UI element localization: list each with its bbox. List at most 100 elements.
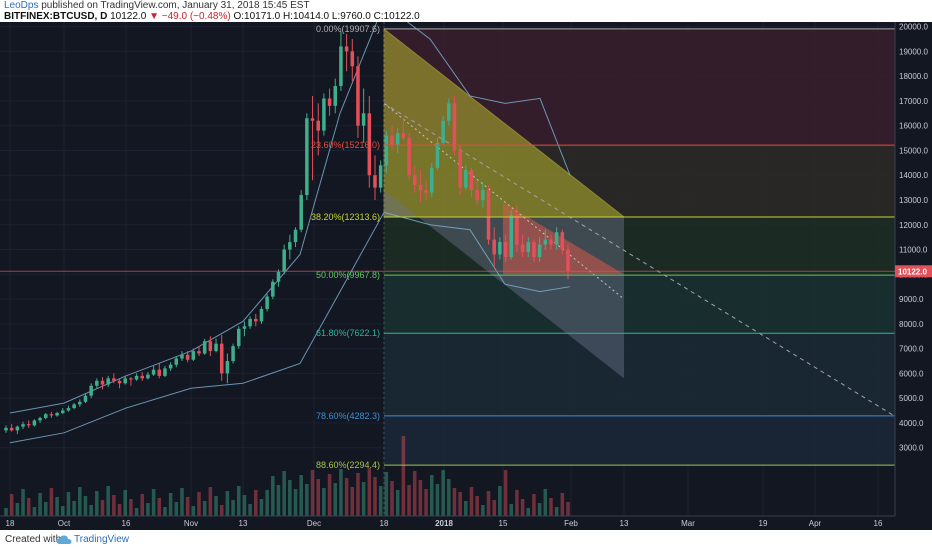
volume-bar [310, 470, 315, 516]
candle-body [9, 427, 14, 431]
price-tick-label: 17000.0 [899, 97, 928, 106]
candle-body [66, 408, 71, 411]
candle-body [469, 170, 474, 191]
candle-body [168, 364, 173, 369]
candle-body [412, 175, 417, 186]
candle-body [367, 113, 372, 176]
candle-body [356, 66, 360, 126]
candle-body [78, 401, 82, 405]
volume-bar [32, 507, 37, 516]
price-tick-label: 14000.0 [899, 171, 928, 180]
volume-bar [78, 487, 82, 516]
candle-body [61, 410, 65, 414]
price-tick-label: 6000.0 [899, 369, 924, 378]
volume-bar [344, 478, 349, 516]
volume-bar [225, 491, 230, 516]
tradingview-cloud-icon [56, 535, 72, 544]
candle-body [174, 358, 179, 365]
volume-bar [26, 498, 31, 516]
volume-bar [231, 500, 235, 516]
volume-bar [66, 492, 71, 516]
candle-body [458, 150, 462, 188]
candle-body [106, 378, 110, 385]
volume-bar [492, 500, 496, 516]
volume-bar [129, 499, 133, 516]
fib-zone [384, 333, 895, 416]
volume-bar [259, 499, 264, 516]
candle-body [180, 354, 184, 359]
time-tick-label: 18 [380, 519, 389, 528]
time-tick-label: 15 [499, 519, 508, 528]
publish-line: LeoDps published on TradingView.com, Jan… [4, 0, 310, 11]
volume-bar [378, 486, 383, 516]
volume-bar [9, 494, 14, 516]
volume-bar [333, 483, 338, 516]
candle-body [259, 308, 264, 322]
volume-bar [537, 503, 542, 516]
volume-bar [395, 490, 400, 516]
volume-bar [520, 499, 525, 516]
symbol-name: BITFINEX:BTCUSD, D [4, 11, 108, 22]
price-tick-label: 11000.0 [899, 246, 928, 255]
candle-body [146, 374, 150, 379]
price-chart[interactable]: 0.00%(19907.6) 23.60%(15216.0) 38.20%(1231… [0, 22, 932, 530]
candle-body [316, 120, 320, 131]
price-tick-label: 19000.0 [899, 47, 928, 56]
candle-body [299, 195, 303, 230]
volume-bar [117, 504, 122, 516]
volume-bar [543, 489, 548, 516]
price-tick-label: 12000.0 [899, 221, 928, 230]
price-tick-label: 7000.0 [899, 345, 924, 354]
volume-bar [475, 496, 479, 516]
volume-bar [180, 488, 184, 516]
volume-bar [435, 484, 440, 516]
candle-body [38, 417, 42, 421]
volume-bar [356, 473, 360, 516]
candle-body [526, 242, 531, 253]
volume-bar [361, 482, 366, 516]
candle-body [26, 424, 31, 426]
candle-body [197, 351, 201, 354]
volume-bar [276, 485, 281, 516]
candle-body [231, 346, 235, 361]
volume-bar [248, 504, 252, 516]
candle-body [543, 239, 548, 245]
chart-header: LeoDps published on TradingView.com, Jan… [0, 0, 932, 22]
volume-bar [560, 493, 565, 516]
lower-band [9, 211, 571, 444]
time-tick-label: 19 [759, 519, 768, 528]
time-tick-label: 2018 [435, 519, 453, 528]
time-tick-label: Dec [307, 519, 321, 528]
candle-body [15, 426, 20, 431]
tradingview-brand[interactable]: TradingView [74, 534, 130, 545]
volume-bar [242, 495, 247, 516]
price-tick-label: 4000.0 [899, 419, 924, 428]
volume-bar [350, 487, 355, 516]
published-text: published on TradingView.com, January 31… [41, 0, 310, 11]
fib-label: 38.20%(12313.6) [311, 212, 380, 222]
author-link[interactable]: LeoDps [4, 0, 39, 11]
candle-body [401, 133, 406, 139]
candle-body [373, 175, 377, 188]
candle-body [55, 413, 59, 416]
volume-bar [134, 508, 139, 516]
candle-body [407, 138, 411, 176]
candle-body [418, 185, 423, 191]
last-price-label: 10122.0 [898, 267, 927, 276]
volume-bars [4, 436, 570, 516]
volume-bar [509, 504, 513, 516]
volume-bar [384, 472, 389, 516]
volume-bar [185, 497, 190, 516]
symbol-line: BITFINEX:BTCUSD, D 10122.0 ▼ −49.0 (−0.4… [4, 11, 420, 22]
candle-body [492, 239, 496, 255]
volume-bar [288, 480, 292, 516]
fib-zone [384, 216, 895, 276]
price-tick-label: 8000.0 [899, 320, 924, 329]
candle-body [4, 427, 8, 431]
candle-body [288, 242, 292, 250]
volume-bar [95, 491, 99, 516]
candle-body [475, 190, 479, 200]
time-axis[interactable]: 18 Oct 16 Nov 13 Dec 18 2018 15 Feb 13 Mar 19 Apr 16 [0, 515, 932, 530]
candle-body [254, 318, 258, 322]
price-axis[interactable]: 3000.0 4000.0 5000.0 6000.0 7000.0 8000.0 9000… [0, 22, 932, 530]
